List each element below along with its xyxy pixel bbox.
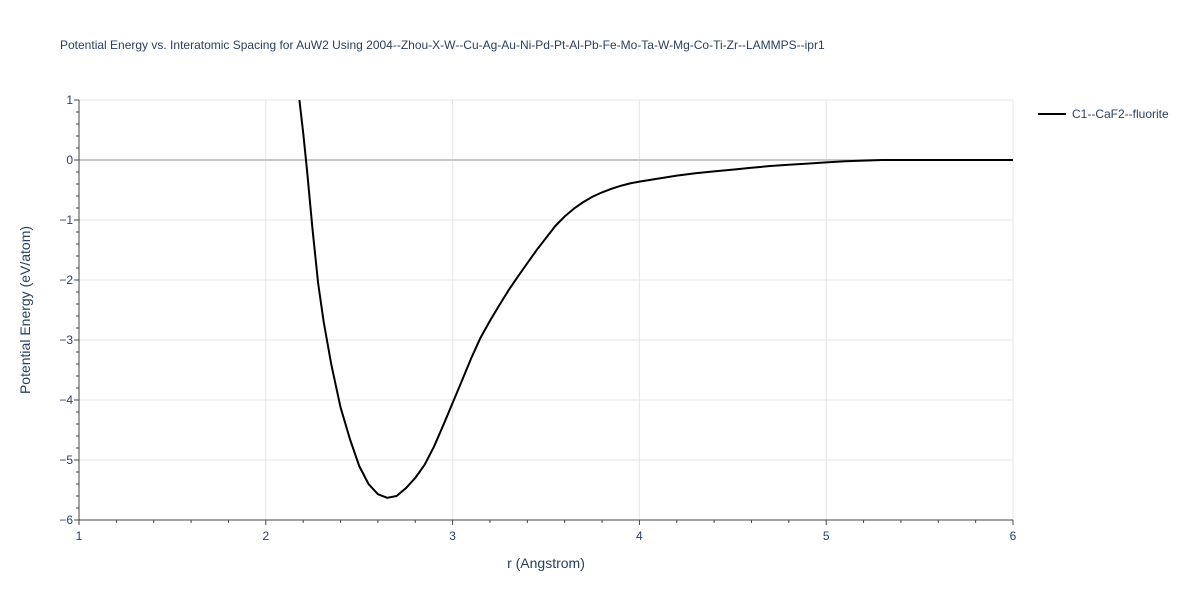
chart-title: Potential Energy vs. Interatomic Spacing… [60,38,825,52]
x-tick-label: 4 [636,529,643,543]
y-tick-label: −2 [59,273,73,287]
x-tick-label: 2 [262,529,269,543]
tick-labels: 1 2 3 4 5 6 1 0 −1 −2 −3 −4 −5 −6 [59,93,1016,543]
axes [74,99,1014,525]
x-tick-label: 5 [823,529,830,543]
x-tick-label: 6 [1010,529,1017,543]
y-tick-label: 0 [66,153,73,167]
y-tick-label: 1 [66,93,73,107]
y-axis-title: Potential Energy (eV/atom) [17,226,33,394]
legend-label: C1--CaF2--fluorite [1072,107,1169,121]
y-tick-label: −5 [59,453,73,467]
legend: C1--CaF2--fluorite [1038,107,1169,121]
x-tick-label: 3 [449,529,456,543]
y-tick-label: −6 [59,513,73,527]
y-tick-label: −3 [59,333,73,347]
series-line-0 [298,99,1013,499]
y-tick-label: −1 [59,213,73,227]
y-tick-label: −4 [59,393,73,407]
x-axis-title: r (Angstrom) [507,555,585,571]
series-layer [298,99,1013,499]
x-tick-label: 1 [76,529,83,543]
